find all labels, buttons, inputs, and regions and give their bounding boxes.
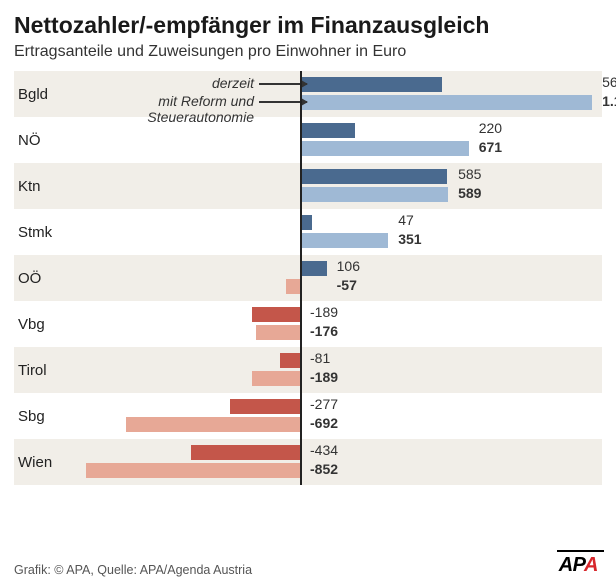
- chart-area: Bgld5651.162NÖ220671Ktn585589Stmk47351OÖ…: [14, 71, 602, 485]
- apa-logo: APA: [559, 554, 602, 577]
- row-plot: -277 -692: [74, 393, 602, 439]
- value-current: -81: [310, 350, 330, 366]
- row-plot: 106-57: [74, 255, 602, 301]
- value-current: -434: [310, 442, 338, 458]
- value-current: 106: [337, 258, 360, 274]
- value-reform: -176: [310, 323, 338, 339]
- value-reform: -692: [310, 415, 338, 431]
- bar-current: [252, 307, 300, 322]
- value-reform: 589: [458, 185, 481, 201]
- data-row: Bgld5651.162: [14, 71, 602, 117]
- row-label: Vbg: [14, 301, 74, 347]
- data-row: NÖ 220 671: [14, 117, 602, 163]
- bar-reform: [300, 141, 469, 156]
- row-label: Tirol: [14, 347, 74, 393]
- bar-reform: [126, 417, 300, 432]
- value-current: 565: [602, 74, 616, 90]
- bar-reform: [256, 325, 300, 340]
- row-plot: -434 -852: [74, 439, 602, 485]
- row-label: Wien: [14, 439, 74, 485]
- row-label: Sbg: [14, 393, 74, 439]
- row-plot: -189 -176: [74, 301, 602, 347]
- value-reform: -57: [337, 277, 357, 293]
- value-current: 220: [479, 120, 502, 136]
- bar-current: [300, 77, 442, 92]
- bar-reform: [300, 233, 388, 248]
- data-row: Stmk47351: [14, 209, 602, 255]
- data-row: OÖ106-57: [14, 255, 602, 301]
- value-current: -277: [310, 396, 338, 412]
- value-reform: -189: [310, 369, 338, 385]
- chart-subtitle: Ertragsanteile und Zuweisungen pro Einwo…: [14, 43, 602, 61]
- value-reform: 671: [479, 139, 502, 155]
- row-label: NÖ: [14, 117, 74, 163]
- value-current: 47: [398, 212, 414, 228]
- row-label: Bgld: [14, 71, 74, 117]
- row-label: OÖ: [14, 255, 74, 301]
- bar-current: [280, 353, 300, 368]
- bar-current: [191, 445, 300, 460]
- chart-title: Nettozahler/-empfänger im Finanzausgleic…: [14, 12, 602, 39]
- bar-reform: [300, 187, 448, 202]
- bar-reform: [300, 95, 592, 110]
- data-row: Ktn585589: [14, 163, 602, 209]
- row-label: Stmk: [14, 209, 74, 255]
- data-row: Sbg -277 -692: [14, 393, 602, 439]
- data-row: Vbg -189 -176: [14, 301, 602, 347]
- legend-reform-line2: Steuerautonomie: [109, 109, 254, 125]
- value-current: -189: [310, 304, 338, 320]
- data-row: Tirol -81 -189: [14, 347, 602, 393]
- bar-current: [230, 399, 300, 414]
- value-reform: -852: [310, 461, 338, 477]
- source-text: Grafik: © APA, Quelle: APA/Agenda Austri…: [14, 563, 252, 577]
- value-reform: 1.162: [602, 93, 616, 109]
- legend-reform-line1: mit Reform und: [109, 93, 254, 109]
- bar-current: [300, 261, 327, 276]
- bar-reform: [86, 463, 300, 478]
- bar-current: [300, 169, 447, 184]
- bar-reform: [252, 371, 300, 386]
- row-plot: 585589: [74, 163, 602, 209]
- bar-reform: [286, 279, 300, 294]
- bar-current: [300, 123, 355, 138]
- row-plot: 47351: [74, 209, 602, 255]
- value-reform: 351: [398, 231, 421, 247]
- legend-current: derzeit: [124, 75, 254, 91]
- row-label: Ktn: [14, 163, 74, 209]
- data-row: Wien -434 -852: [14, 439, 602, 485]
- footer: Grafik: © APA, Quelle: APA/Agenda Austri…: [14, 554, 602, 577]
- row-plot: -81 -189: [74, 347, 602, 393]
- zero-axis: [300, 71, 302, 485]
- value-current: 585: [458, 166, 481, 182]
